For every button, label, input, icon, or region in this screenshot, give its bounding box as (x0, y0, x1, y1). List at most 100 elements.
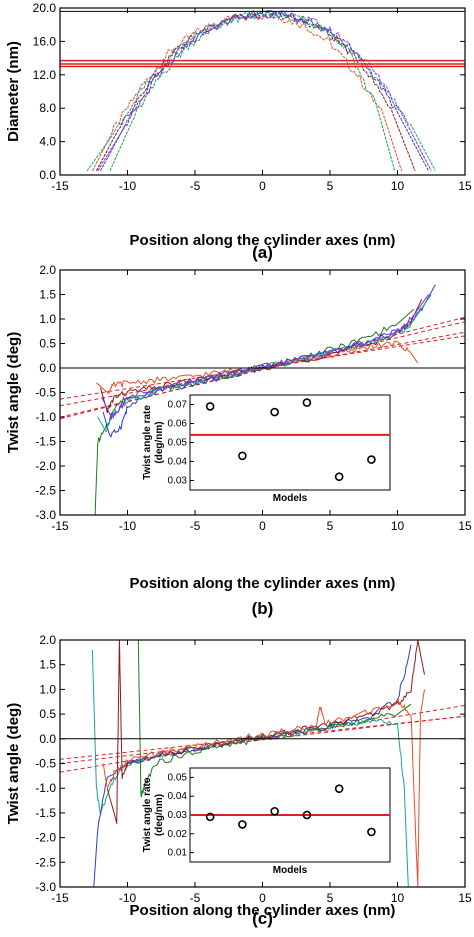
x-tick-label: -10 (119, 179, 137, 193)
y-tick-label: -2.0 (35, 459, 56, 473)
x-tick-label: 10 (391, 519, 405, 533)
y-axis-label: Diameter (nm) (5, 41, 22, 142)
inset-point (205, 402, 215, 411)
inset-point (205, 812, 215, 822)
x-tick-label: 0 (259, 519, 266, 533)
x-tick-label: 10 (391, 891, 405, 905)
y-tick-label: 1.0 (39, 682, 56, 696)
y-tick-label: -1.0 (35, 410, 56, 424)
y-tick-label: 20.0 (33, 1, 57, 15)
y-tick-label: -3.0 (35, 508, 56, 522)
series-line (86, 10, 436, 172)
series-line (91, 11, 403, 172)
x-tick-label: -10 (119, 519, 137, 533)
series-line (106, 640, 425, 824)
chart-panel-2: -15 -10 -5 0 5 10 15 -3.0 -2.5 -2.0 -1.5 -1.0 -0.5 0.… (5, 263, 472, 618)
inset-chart: 0.01 0.02 0.03 0.04 0.05 Models Twist angle ra… (142, 767, 391, 876)
inset-y-tick-label: 0.05 (168, 438, 188, 449)
fit-line (60, 715, 465, 760)
y-tick-label: 16.0 (33, 34, 57, 48)
y-tick-label: -1.0 (35, 781, 56, 795)
x-tick-label: 5 (327, 519, 334, 533)
x-tick-label: 15 (458, 519, 472, 533)
panel-label: (a) (252, 243, 273, 262)
y-tick-label: 0.5 (39, 707, 56, 721)
y-tick-label: 8.0 (39, 101, 56, 115)
series-line (97, 10, 432, 172)
series-line (100, 299, 423, 414)
x-tick-label: 0 (259, 179, 266, 193)
x-axis-label: Position along the cylinder axes (nm) (130, 232, 396, 249)
inset-point (367, 455, 376, 464)
inset-x-label: Models (273, 493, 308, 504)
inset-y-tick-label: 0.03 (168, 476, 188, 487)
inset-chart: 0.03 0.04 0.05 0.06 0.07 Models Twist angle ra… (142, 394, 391, 504)
panel-label: (b) (252, 599, 274, 618)
y-tick-label: 1.5 (39, 288, 56, 302)
y-tick-label: 0.0 (39, 732, 56, 746)
chart-panel-3: -15 -10 -5 0 5 10 15 -3.0 -2.5 -2.0 -1.5 -1.0 -0.5 0.… (5, 633, 472, 928)
y-tick-label: 0.0 (39, 361, 56, 375)
plot-area (86, 9, 436, 172)
x-tick-label: 0 (259, 891, 266, 905)
inset-y-tick-label: 0.03 (168, 810, 188, 821)
series-line (101, 294, 430, 420)
inset-x-label: Models (273, 865, 308, 876)
series-line (102, 284, 436, 439)
x-tick-label: 10 (391, 179, 405, 193)
y-tick-label: 0.5 (39, 337, 56, 351)
y-tick-label: 2.0 (39, 263, 56, 277)
x-tick-label: -15 (51, 891, 69, 905)
x-tick-label: -5 (190, 519, 201, 533)
y-tick-label: -0.5 (35, 386, 56, 400)
y-tick-label: 1.0 (39, 312, 56, 326)
y-axis-label: Twist angle (deg) (5, 703, 22, 824)
inset-y-tick-label: 0.04 (168, 791, 188, 802)
series-line (102, 689, 425, 887)
fit-line (60, 331, 465, 407)
y-tick-label: 2.0 (39, 633, 56, 647)
inset-point (334, 472, 344, 482)
inset-point (238, 820, 247, 829)
inset-point (270, 407, 279, 417)
chart-panel-1: -15 -10 -5 0 5 10 15 0.0 4.0 8.0 12.0 16.0 20.0 Posit… (5, 1, 472, 262)
inset-frame (189, 394, 391, 491)
x-tick-label: 5 (327, 891, 334, 905)
y-tick-label: -2.0 (35, 831, 56, 845)
inset-y-label: Twist angle rate (142, 777, 153, 852)
x-tick-label: -10 (119, 891, 137, 905)
series-line (109, 9, 396, 172)
inset-y-label-unit: (deg/nm) (154, 794, 165, 836)
y-tick-label: -2.5 (35, 484, 56, 498)
inset-y-tick-label: 0.05 (168, 772, 188, 783)
inset-y-tick-label: 0.02 (168, 829, 188, 840)
inset-y-label-unit: (deg/nm) (154, 421, 165, 463)
y-tick-label: 4.0 (39, 135, 56, 149)
fit-line (60, 321, 465, 418)
y-tick-label: -0.5 (35, 757, 56, 771)
inset-y-tick-label: 0.06 (168, 419, 188, 430)
x-tick-label: 15 (458, 891, 472, 905)
x-tick-label: 15 (458, 179, 472, 193)
y-tick-label: -1.5 (35, 806, 56, 820)
panel-label: (c) (252, 909, 273, 928)
inset-point (238, 451, 247, 461)
y-tick-label: 1.5 (39, 658, 56, 672)
x-tick-label: -15 (51, 519, 69, 533)
inset-y-tick-label: 0.04 (168, 457, 188, 468)
inset-point (367, 827, 376, 837)
y-tick-label: 0.0 (39, 168, 56, 182)
y-tick-label: -2.5 (35, 855, 56, 869)
y-tick-label: -3.0 (35, 880, 56, 894)
y-axis-label: Twist angle (deg) (5, 332, 22, 453)
y-tick-label: -1.5 (35, 435, 56, 449)
inset-point (302, 810, 312, 820)
x-tick-label: -5 (190, 179, 201, 193)
series-line (95, 9, 416, 172)
x-tick-label: 5 (327, 179, 334, 193)
inset-y-label: Twist angle rate (142, 405, 153, 480)
plot-frame (59, 7, 466, 176)
x-axis-label: Position along the cylinder axes (nm) (130, 575, 396, 592)
x-tick-label: -5 (190, 891, 201, 905)
